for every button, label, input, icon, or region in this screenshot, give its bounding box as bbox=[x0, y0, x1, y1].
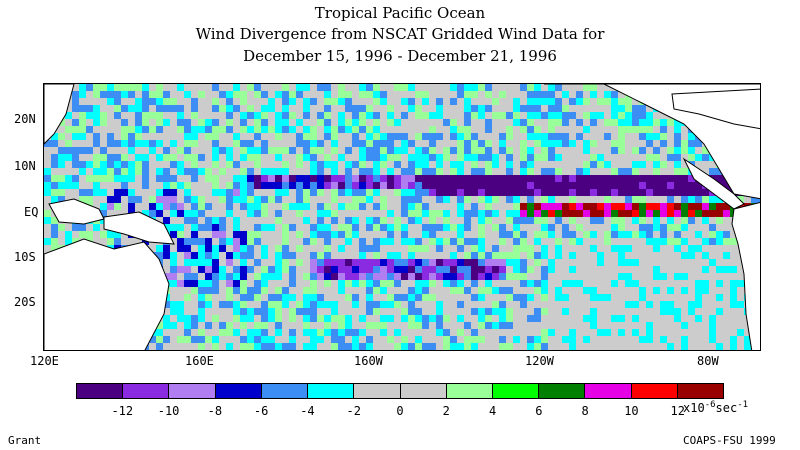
lon-label-80w: 80W bbox=[697, 354, 719, 368]
australia bbox=[44, 238, 170, 350]
lat-label-10n: 10N bbox=[14, 159, 36, 173]
legend-tick-label: 6 bbox=[535, 404, 543, 418]
lat-label-eq: EQ bbox=[24, 205, 39, 219]
legend-tick-label: -4 bbox=[300, 404, 315, 418]
legend-swatch-10 bbox=[539, 384, 586, 398]
chart-title-line3: December 15, 1996 - December 21, 1996 bbox=[243, 47, 557, 65]
legend-tick-label: 4 bbox=[488, 404, 497, 418]
legend-swatch-9 bbox=[492, 384, 540, 398]
asia-landmass bbox=[44, 84, 75, 145]
legend-swatch-6 bbox=[354, 384, 401, 398]
legend-tick-label: 0 bbox=[396, 404, 404, 418]
north-america bbox=[544, 84, 760, 200]
legend-swatch-5 bbox=[308, 384, 355, 398]
lat-label-20s: 20S bbox=[14, 295, 36, 309]
lon-label-160w: 160W bbox=[354, 354, 383, 368]
legend-tick-label: -2 bbox=[346, 404, 361, 418]
new-guinea bbox=[103, 211, 175, 245]
legend-swatch-3 bbox=[215, 384, 262, 398]
color-legend bbox=[76, 383, 724, 399]
lat-label-10s: 10S bbox=[14, 250, 36, 264]
legend-swatch-13 bbox=[677, 384, 724, 398]
coastlines bbox=[44, 84, 760, 350]
legend-tick-label: 8 bbox=[581, 404, 589, 418]
lon-label-160e: 160E bbox=[185, 354, 214, 368]
legend-tick-label: -8 bbox=[207, 404, 223, 418]
lat-label-20n: 20N bbox=[14, 112, 36, 126]
legend-tick-label: -6 bbox=[253, 404, 269, 418]
chart-title-line2: Wind Divergence from NSCAT Gridded Wind … bbox=[195, 25, 605, 43]
legend-swatch-12 bbox=[631, 384, 678, 398]
divergence-map bbox=[43, 83, 761, 351]
legend-swatch-11 bbox=[585, 384, 632, 398]
central-america bbox=[682, 157, 745, 210]
legend-tick-label: 10 bbox=[624, 404, 639, 418]
legend-swatch-7 bbox=[400, 384, 447, 398]
caribbean bbox=[671, 88, 760, 130]
legend-swatch-1 bbox=[123, 384, 170, 398]
legend-swatch-0 bbox=[77, 384, 124, 398]
legend-swatch-8 bbox=[446, 384, 493, 398]
legend-tick-label: -12 bbox=[111, 404, 134, 418]
legend-tick-label: 12 bbox=[670, 404, 685, 418]
south-america bbox=[731, 201, 760, 350]
legend-unit: x10-6sec-1 bbox=[683, 400, 749, 415]
legend-swatch-2 bbox=[169, 384, 216, 398]
lon-label-120e: 120E bbox=[30, 354, 59, 368]
footer-credit: COAPS-FSU 1999 bbox=[683, 434, 776, 447]
legend-tick-label: 2 bbox=[442, 404, 450, 418]
legend-tick-label: -10 bbox=[157, 404, 180, 418]
legend-swatch-4 bbox=[261, 384, 309, 398]
chart-title-line1: Tropical Pacific Ocean bbox=[314, 4, 486, 22]
footer-author: Grant bbox=[8, 434, 42, 447]
map-canvas bbox=[44, 84, 760, 350]
lon-label-120w: 120W bbox=[525, 354, 554, 368]
